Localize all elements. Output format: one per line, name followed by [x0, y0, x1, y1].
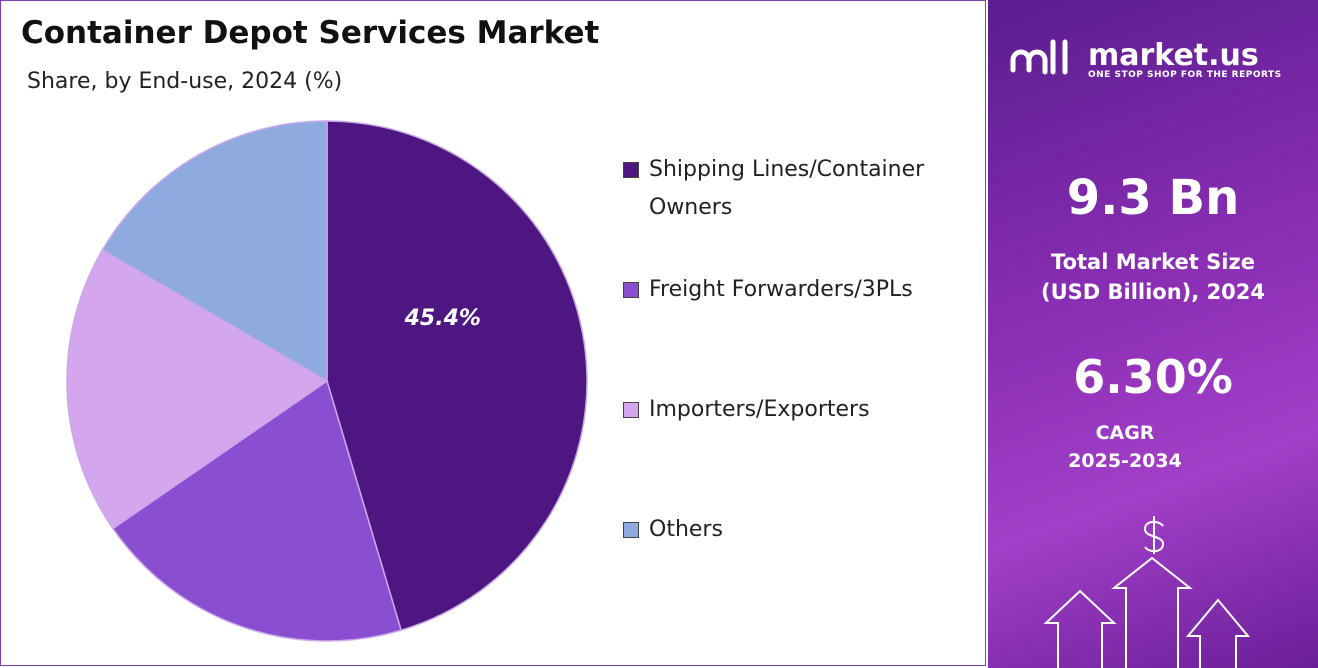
tagline: ONE STOP SHOP FOR THE REPORTS: [1088, 70, 1282, 80]
pie-slice: [101, 120, 328, 383]
logo-icon: [1010, 39, 1068, 75]
legend-item: Others: [623, 511, 973, 549]
data-label: 45.4%: [404, 306, 481, 331]
legend-swatch: [623, 162, 639, 178]
arrows-icon: [1043, 516, 1251, 668]
cagr-label: CAGR: [1095, 422, 1155, 444]
legend-label: Shipping Lines/Container Owners: [649, 157, 925, 220]
brand: market.us: [1088, 38, 1259, 73]
legend-label: Importers/Exporters: [649, 397, 870, 422]
legend-label: Freight Forwarders/3PLs: [649, 277, 913, 302]
legend-swatch: [623, 402, 639, 418]
legend-item: Shipping Lines/Container Owners: [623, 151, 973, 227]
market-size-label: (USD Billion), 2024: [1040, 280, 1266, 304]
cagr-label: 2025-2034: [1068, 450, 1182, 472]
legend-swatch: [623, 282, 639, 298]
market-size-label: Total Market Size: [1051, 250, 1255, 274]
pie-slice: [326, 120, 588, 632]
chart-area: Container Depot Services Market Share, b…: [0, 0, 986, 666]
market-size: 9.3 Bn: [1066, 170, 1240, 226]
pie-slice: [66, 249, 329, 530]
chart-subtitle: Share, by End-use, 2024 (%): [27, 69, 343, 94]
legend-label: Others: [649, 517, 723, 542]
legend-item: Importers/Exporters: [623, 391, 973, 429]
pie-slice: [111, 379, 403, 642]
chart-title: Container Depot Services Market: [21, 15, 600, 51]
info-panel: market.us ONE STOP SHOP FOR THE REPORTS …: [988, 0, 1318, 668]
legend-swatch: [623, 522, 639, 538]
legend-item: Freight Forwarders/3PLs: [623, 271, 973, 309]
pie: 45.4%: [66, 120, 588, 642]
panel-graphics: [1010, 39, 1251, 668]
cagr: 6.30%: [1073, 350, 1233, 404]
